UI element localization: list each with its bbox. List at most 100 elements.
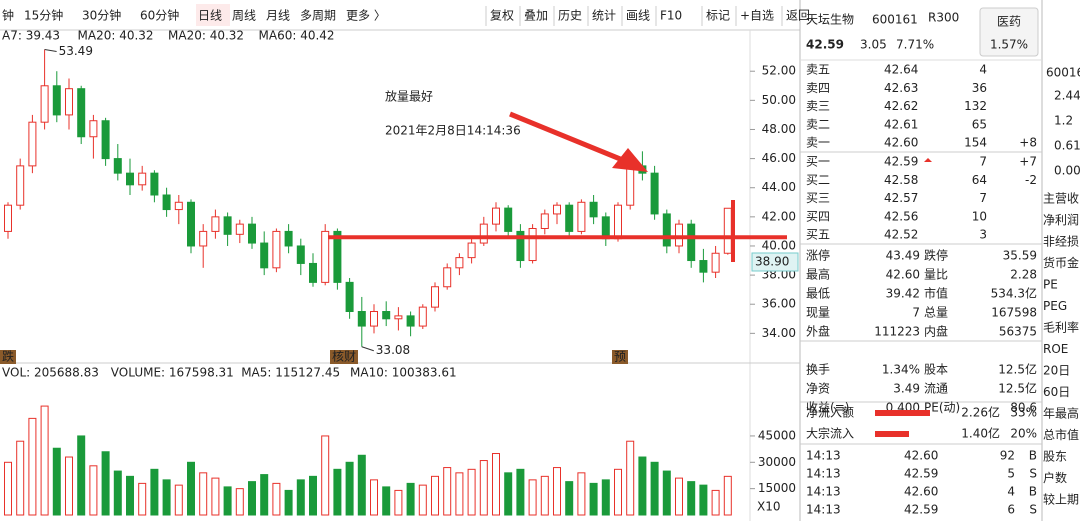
- volume-bar: [370, 479, 378, 516]
- volume-bar: [174, 484, 183, 516]
- book-label: 买四: [806, 209, 830, 223]
- flow-bar: [875, 431, 909, 437]
- annotation-arrowhead: [612, 148, 648, 172]
- high-label: 53.49: [59, 44, 93, 58]
- book-label: 买五: [806, 228, 830, 242]
- candle-body: [528, 227, 537, 262]
- volume-bar: [626, 440, 635, 516]
- y-tick-label: 50.00: [762, 93, 796, 107]
- y-tick-label: 36.00: [762, 297, 796, 311]
- book-volume: 3: [979, 228, 987, 242]
- candle-body: [296, 245, 305, 264]
- candle-body: [577, 201, 586, 232]
- candle-body: [138, 172, 147, 186]
- book-label: 卖一: [806, 136, 830, 150]
- book-price: 42.63: [884, 81, 918, 95]
- trade-volume: 92: [1000, 449, 1015, 463]
- event-marker: [612, 350, 628, 364]
- book-label: 买二: [806, 173, 830, 187]
- book-delta: +8: [1019, 136, 1037, 150]
- side-label: ROE: [1043, 342, 1068, 356]
- side-number: 1.2: [1054, 114, 1073, 128]
- volume-legend: MA5: 115127.45: [241, 366, 340, 380]
- high-pointer: [44, 49, 57, 53]
- candle-body: [614, 204, 622, 240]
- candle-body: [89, 120, 98, 138]
- y-tick-label: 48.00: [762, 122, 796, 136]
- tool-button[interactable]: 统计: [592, 9, 616, 23]
- candle-body: [248, 223, 256, 244]
- price: 42.59: [806, 38, 844, 52]
- tool-button[interactable]: +自选: [740, 9, 774, 23]
- candle-body: [394, 315, 403, 320]
- book-volume: 154: [964, 136, 987, 150]
- candle-body: [418, 306, 427, 327]
- tab[interactable]: 多周期: [300, 9, 336, 23]
- volume-bar: [357, 454, 366, 516]
- tab[interactable]: 更多 〉: [346, 9, 386, 23]
- annotation-text: 放量最好: [385, 89, 433, 104]
- volume-bar: [113, 470, 122, 516]
- book-volume: 10: [972, 209, 987, 223]
- book-volume: 36: [972, 81, 987, 95]
- annotation-text: 2021年2月8日14:14:36: [385, 124, 521, 138]
- candle-body: [357, 311, 366, 327]
- y-tick-label: 45000: [758, 428, 796, 442]
- candle-body: [711, 252, 720, 273]
- volume-bar: [662, 470, 671, 516]
- flow-bar: [875, 410, 930, 416]
- candle-body: [321, 230, 330, 283]
- stat-label: 净资: [806, 382, 830, 396]
- tool-button[interactable]: 标记: [706, 9, 730, 23]
- side-label: 非经损: [1043, 235, 1079, 249]
- stat-value: 56375: [999, 325, 1037, 339]
- tool-button[interactable]: F10: [660, 9, 682, 23]
- tab[interactable]: 60分钟: [140, 8, 179, 23]
- side-label: 毛利率: [1043, 320, 1079, 335]
- volume-legend: VOLUME: 167598.31: [111, 366, 234, 380]
- stat-label: 流通: [924, 382, 948, 396]
- candle-body: [650, 172, 659, 215]
- volume-bar: [162, 479, 171, 516]
- volume-bar: [528, 479, 537, 516]
- book-label: 卖二: [806, 117, 830, 131]
- volume-bar: [150, 468, 159, 516]
- tab[interactable]: 月线: [266, 9, 290, 23]
- volume-bar: [418, 484, 427, 516]
- side-label: PEG: [1043, 299, 1067, 313]
- tool-button[interactable]: 画线: [626, 9, 650, 23]
- tab[interactable]: 周线: [232, 9, 256, 23]
- volume-bar: [516, 468, 525, 516]
- sector-button[interactable]: [979, 7, 1039, 57]
- tool-button[interactable]: 叠加: [524, 9, 548, 23]
- stat-label: 跌停: [924, 248, 948, 263]
- tool-button[interactable]: 返回: [786, 9, 810, 23]
- side-number: 0.00: [1054, 164, 1080, 178]
- volume-bar: [540, 475, 549, 516]
- flow-label: 净流入额: [806, 406, 854, 420]
- candle-body: [199, 230, 208, 247]
- volume-bar: [565, 481, 574, 516]
- stat-label: 股本: [924, 363, 948, 377]
- volume-bar: [235, 488, 244, 516]
- event-marker-label: 预: [614, 350, 626, 364]
- tool-button[interactable]: 历史: [558, 9, 582, 23]
- y-tick-label: 40.00: [762, 238, 796, 252]
- trade-time: 14:13: [806, 449, 841, 463]
- y-tick-label: 15000: [758, 481, 796, 495]
- event-marker: [0, 350, 16, 364]
- book-label: 卖五: [806, 63, 830, 77]
- side-number: 0.61: [1054, 139, 1080, 153]
- candle-body: [675, 223, 683, 247]
- side-label: 股东: [1043, 450, 1067, 464]
- tab[interactable]: 日线: [198, 9, 222, 23]
- tab[interactable]: 30分钟: [82, 8, 121, 23]
- tool-button[interactable]: 复权: [490, 9, 514, 23]
- volume-bar: [272, 482, 281, 516]
- candle-body: [467, 242, 476, 259]
- sector-pct: 1.57%: [990, 38, 1028, 52]
- tab[interactable]: 钟: [2, 8, 14, 23]
- book-price: 42.61: [884, 117, 918, 131]
- tab[interactable]: 15分钟: [24, 8, 63, 23]
